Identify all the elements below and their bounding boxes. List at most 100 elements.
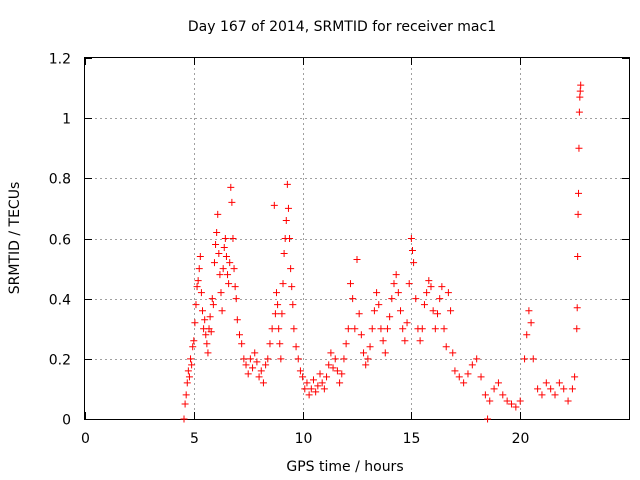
data-point <box>219 265 227 273</box>
data-point <box>270 201 278 209</box>
data-point <box>499 391 507 399</box>
data-point <box>346 280 354 288</box>
data-point <box>224 271 232 279</box>
data-point <box>521 355 529 363</box>
data-point <box>399 325 407 333</box>
data-point <box>468 361 476 369</box>
data-point <box>571 373 579 381</box>
grid-lines <box>85 58 629 419</box>
data-point <box>277 355 285 363</box>
data-point <box>201 316 209 324</box>
data-point <box>331 355 339 363</box>
data-point <box>288 283 296 291</box>
data-point <box>196 253 204 261</box>
data-point <box>575 108 583 116</box>
data-point <box>214 210 222 218</box>
data-point <box>538 391 546 399</box>
data-point <box>333 367 341 375</box>
data-point <box>289 301 297 309</box>
data-point <box>375 301 383 309</box>
data-point <box>212 241 220 249</box>
data-point <box>568 385 576 393</box>
data-point <box>410 259 418 267</box>
data-point <box>381 349 389 357</box>
data-point <box>213 228 221 236</box>
data-point <box>264 355 272 363</box>
data-point <box>231 283 239 291</box>
y-tick-label: 1 <box>62 112 71 128</box>
chart-title: Day 167 of 2014, SRMTID for receiver mac… <box>188 19 496 35</box>
data-point <box>405 280 413 288</box>
data-point <box>230 265 238 273</box>
data-point <box>329 364 337 372</box>
data-point <box>226 259 234 267</box>
data-point <box>276 340 284 348</box>
data-point <box>390 280 398 288</box>
data-point <box>442 343 450 351</box>
data-point <box>379 337 387 345</box>
data-point <box>464 370 472 378</box>
data-point <box>576 87 584 95</box>
data-point <box>292 343 300 351</box>
data-point <box>275 325 283 333</box>
data-point <box>403 319 411 327</box>
data-point <box>438 283 446 291</box>
y-tick-label: 1.2 <box>49 52 71 68</box>
data-point <box>182 391 190 399</box>
data-point <box>301 385 309 393</box>
data-point <box>249 364 257 372</box>
data-point <box>188 361 196 369</box>
data-point <box>244 370 252 378</box>
plot-frame <box>84 57 630 420</box>
data-point <box>255 373 263 381</box>
data-point <box>227 183 235 191</box>
data-point <box>447 307 455 315</box>
data-point <box>364 355 372 363</box>
data-point <box>575 144 583 152</box>
data-point <box>299 373 307 381</box>
data-point <box>206 313 214 321</box>
data-point <box>576 93 584 101</box>
data-point <box>434 310 442 318</box>
x-tick-label: 15 <box>403 431 421 447</box>
data-point <box>370 307 378 315</box>
data-point <box>323 373 331 381</box>
data-point <box>193 283 201 291</box>
data-point <box>431 325 439 333</box>
data-point <box>220 244 228 252</box>
data-point <box>294 355 302 363</box>
data-point <box>420 301 428 309</box>
data-point <box>296 367 304 375</box>
data-point <box>279 280 287 288</box>
axis-ticks: 0 0.2 0.4 0.6 0.8 1 1.2 0 5 10 15 20 <box>49 52 629 447</box>
data-point <box>397 307 405 315</box>
data-point <box>203 340 211 348</box>
data-point <box>271 310 279 318</box>
data-point <box>523 331 531 339</box>
y-axis-title: SRMTID / TECUs <box>7 182 23 295</box>
data-point <box>278 310 286 318</box>
data-point <box>238 340 246 348</box>
data-point <box>272 289 280 297</box>
data-point <box>240 355 248 363</box>
data-point <box>210 259 218 267</box>
data-point <box>547 385 555 393</box>
data-point <box>388 295 396 303</box>
data-point <box>286 235 294 242</box>
data-point <box>195 265 203 273</box>
y-tick-label: 0.4 <box>49 293 71 309</box>
data-point <box>560 385 568 393</box>
data-point <box>392 271 400 279</box>
data-point <box>197 289 205 297</box>
data-point <box>507 400 515 408</box>
data-point <box>573 304 581 312</box>
data-point <box>305 391 313 399</box>
data-point <box>344 325 352 333</box>
data-point <box>429 307 437 315</box>
data-point <box>307 385 315 393</box>
data-point <box>577 81 585 89</box>
data-point <box>338 370 346 378</box>
x-tick-label: 10 <box>295 431 313 447</box>
data-point <box>407 235 415 242</box>
data-point <box>280 250 288 258</box>
